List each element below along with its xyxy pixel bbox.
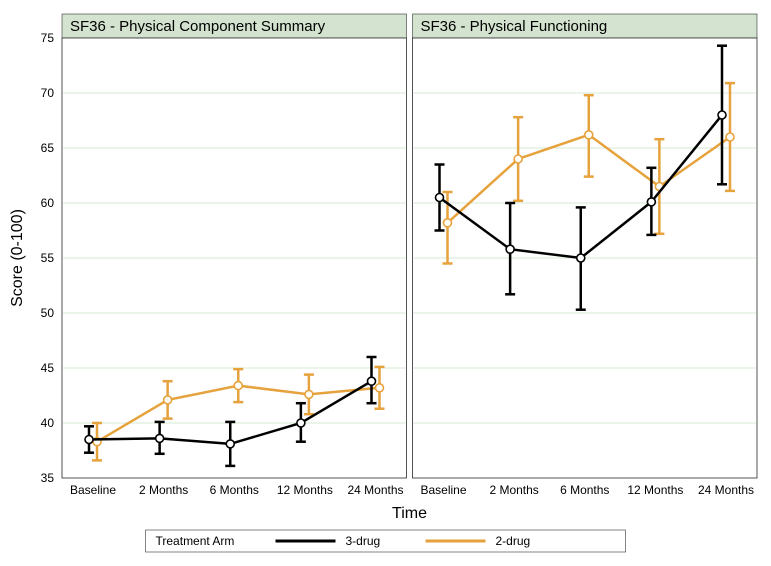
chart-svg: 35 40 45 50 55 60 65 70 75 Score (0-100) SF36 - Ph…	[0, 0, 771, 566]
x-tick-label: 12 Months	[277, 483, 333, 497]
y-tick-label: 50	[41, 306, 55, 320]
series-marker	[164, 396, 172, 404]
series-marker	[367, 377, 375, 385]
series-marker	[585, 131, 593, 139]
series-marker	[297, 419, 305, 427]
series-marker	[718, 111, 726, 119]
y-axis-label: Score (0-100)	[9, 209, 26, 307]
y-tick-label: 70	[41, 86, 55, 100]
y-tick-label: 60	[41, 196, 55, 210]
x-tick-label: 24 Months	[698, 483, 754, 497]
legend-label: 2-drug	[496, 534, 531, 548]
series-marker	[234, 382, 242, 390]
x-axis-label: Time	[392, 505, 427, 522]
x-tick-label: Baseline	[420, 483, 466, 497]
sf36-figure: 35 40 45 50 55 60 65 70 75 Score (0-100) SF36 - Ph…	[0, 0, 771, 566]
y-tick-label: 35	[41, 471, 55, 485]
series-marker	[226, 440, 234, 448]
series-marker	[375, 384, 383, 392]
x-tick-label: 6 Months	[210, 483, 259, 497]
y-tick-label: 40	[41, 416, 55, 430]
x-tick-label: 6 Months	[560, 483, 609, 497]
x-tick-label: 12 Months	[627, 483, 683, 497]
series-marker	[305, 390, 313, 398]
series-marker	[514, 155, 522, 163]
x-tick-label: Baseline	[70, 483, 116, 497]
panel-title: SF36 - Physical Functioning	[421, 18, 608, 35]
legend-title: Treatment Arm	[156, 534, 235, 548]
series-marker	[647, 198, 655, 206]
series-marker	[444, 219, 452, 227]
legend-label: 3-drug	[346, 534, 381, 548]
series-marker	[577, 254, 585, 262]
x-tick-label: 24 Months	[347, 483, 403, 497]
series-marker	[506, 245, 514, 253]
series-marker	[436, 194, 444, 202]
y-tick-label: 75	[41, 31, 55, 45]
panel-title: SF36 - Physical Component Summary	[70, 18, 326, 35]
x-tick-label: 2 Months	[489, 483, 538, 497]
y-tick-label: 55	[41, 251, 55, 265]
series-marker	[726, 133, 734, 141]
x-tick-label: 2 Months	[139, 483, 188, 497]
y-tick-label: 65	[41, 141, 55, 155]
series-marker	[85, 436, 93, 444]
y-tick-label: 45	[41, 361, 55, 375]
series-marker	[156, 434, 164, 442]
